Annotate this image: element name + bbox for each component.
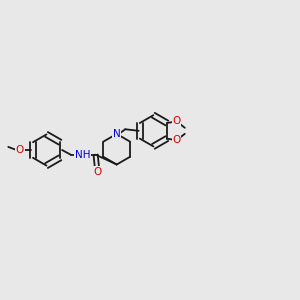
Text: O: O	[172, 135, 180, 145]
Text: O: O	[16, 145, 24, 155]
Text: NH: NH	[75, 150, 90, 160]
Text: N: N	[113, 129, 121, 139]
Text: O: O	[172, 116, 180, 127]
Text: O: O	[93, 167, 101, 177]
